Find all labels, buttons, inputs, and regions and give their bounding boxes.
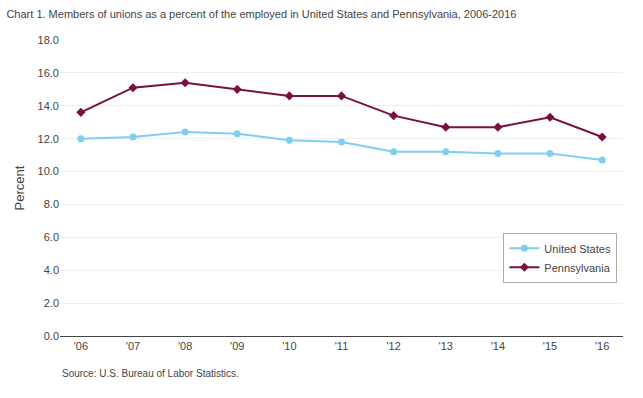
svg-text:12.0: 12.0 [38, 133, 59, 145]
svg-text:Source: U.S. Bureau of Labor S: Source: U.S. Bureau of Labor Statistics. [62, 368, 239, 379]
svg-text:Chart 1. Members of unions as: Chart 1. Members of unions as a percent … [6, 8, 516, 20]
svg-text:16.0: 16.0 [38, 67, 59, 79]
svg-text:2.0: 2.0 [44, 297, 59, 309]
svg-text:United States: United States [544, 243, 611, 255]
svg-text:10.0: 10.0 [38, 165, 59, 177]
svg-text:'12: '12 [386, 340, 400, 352]
svg-text:8.0: 8.0 [44, 198, 59, 210]
svg-text:6.0: 6.0 [44, 231, 59, 243]
svg-text:'14: '14 [491, 340, 505, 352]
svg-text:'06: '06 [74, 340, 88, 352]
svg-text:'07: '07 [126, 340, 140, 352]
svg-text:'16: '16 [595, 340, 609, 352]
svg-text:14.0: 14.0 [38, 100, 59, 112]
svg-text:'09: '09 [230, 340, 244, 352]
svg-text:4.0: 4.0 [44, 264, 59, 276]
svg-text:'10: '10 [282, 340, 296, 352]
svg-text:'11: '11 [335, 340, 349, 352]
svg-text:'13: '13 [439, 340, 453, 352]
svg-text:'08: '08 [178, 340, 192, 352]
svg-text:18.0: 18.0 [38, 34, 59, 46]
svg-text:0.0: 0.0 [44, 330, 59, 342]
svg-text:Pennsylvania: Pennsylvania [544, 262, 610, 274]
svg-text:Percent: Percent [12, 165, 27, 210]
svg-text:'15: '15 [543, 340, 557, 352]
